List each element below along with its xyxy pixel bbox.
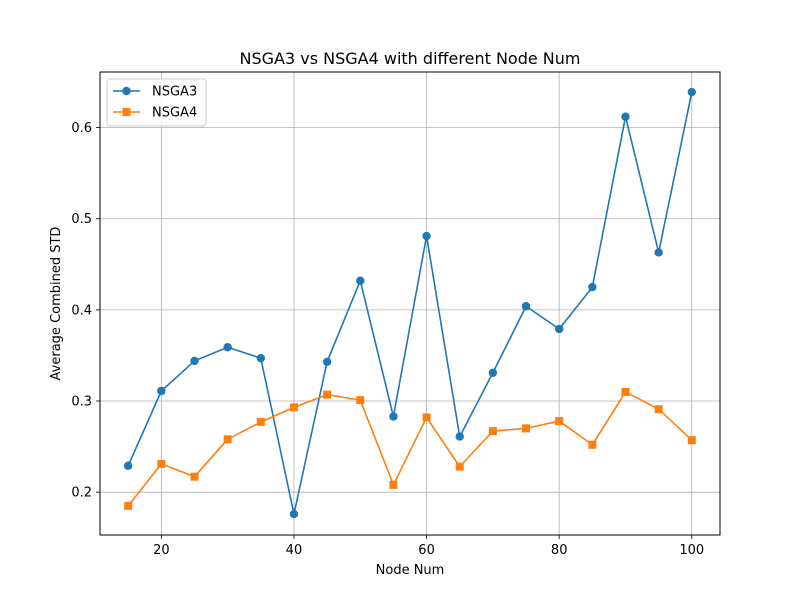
data-point [455,462,464,471]
data-point [621,387,630,396]
data-point [488,427,497,436]
y-tick-label: 0.2 [71,486,92,501]
series-line-nsga3 [127,91,693,515]
series-line-nsga4 [127,391,693,507]
x-axis-ticks: 20 40 60 80 100 [153,535,704,558]
y-axis-label: Average Combined STD [49,227,64,381]
chart-title: NSGA3 vs NSGA4 with different Node Num [240,49,581,68]
y-tick-label: 0.3 [71,395,92,410]
data-point [289,403,298,412]
data-point [554,324,564,334]
data-point [455,432,464,441]
data-point [123,461,133,470]
legend-label: NSGA4 [152,106,197,121]
legend-label: NSGA3 [152,85,197,100]
data-point [588,282,597,292]
data-point [422,231,431,241]
x-tick-label: 100 [679,543,704,558]
data-point [521,302,531,311]
y-axis-ticks: 0.2 0.3 0.4 0.5 0.6 [71,121,100,501]
x-tick-label: 40 [286,543,303,558]
data-point [555,417,564,426]
data-point [223,343,232,352]
x-tick-label: 20 [153,543,170,558]
data-point [356,396,365,405]
data-point [687,87,697,97]
data-point [488,368,498,377]
data-point [356,276,365,285]
data-point [289,509,299,519]
legend-marker [122,86,131,96]
data-point [422,413,431,422]
grid [100,72,720,535]
data-point [190,356,199,366]
data-point [223,435,232,444]
data-point [256,417,265,426]
series-nsga4 [124,387,696,510]
plot-frame [99,71,721,536]
y-tick-label: 0.6 [71,121,92,136]
data-point [157,386,166,396]
data-point [621,112,630,121]
data-point [522,424,531,433]
data-point [389,480,398,489]
x-tick-label: 60 [418,543,435,558]
legend: NSGA3 NSGA4 [106,78,207,127]
data-point [654,405,663,414]
y-tick-label: 0.5 [71,212,92,227]
data-point [588,440,597,449]
data-point [124,501,133,510]
data-point [157,459,166,468]
data-point [389,412,398,421]
series-area [123,87,697,519]
x-tick-label: 80 [551,543,568,558]
data-point [256,353,266,363]
x-axis-label: Node Num [376,563,445,578]
data-point [322,357,332,367]
data-point [654,248,663,257]
y-tick-label: 0.4 [71,303,92,318]
data-point [190,472,199,481]
data-point [687,436,696,445]
data-point [323,390,332,399]
legend-marker [122,108,131,116]
series-nsga3 [123,87,697,519]
